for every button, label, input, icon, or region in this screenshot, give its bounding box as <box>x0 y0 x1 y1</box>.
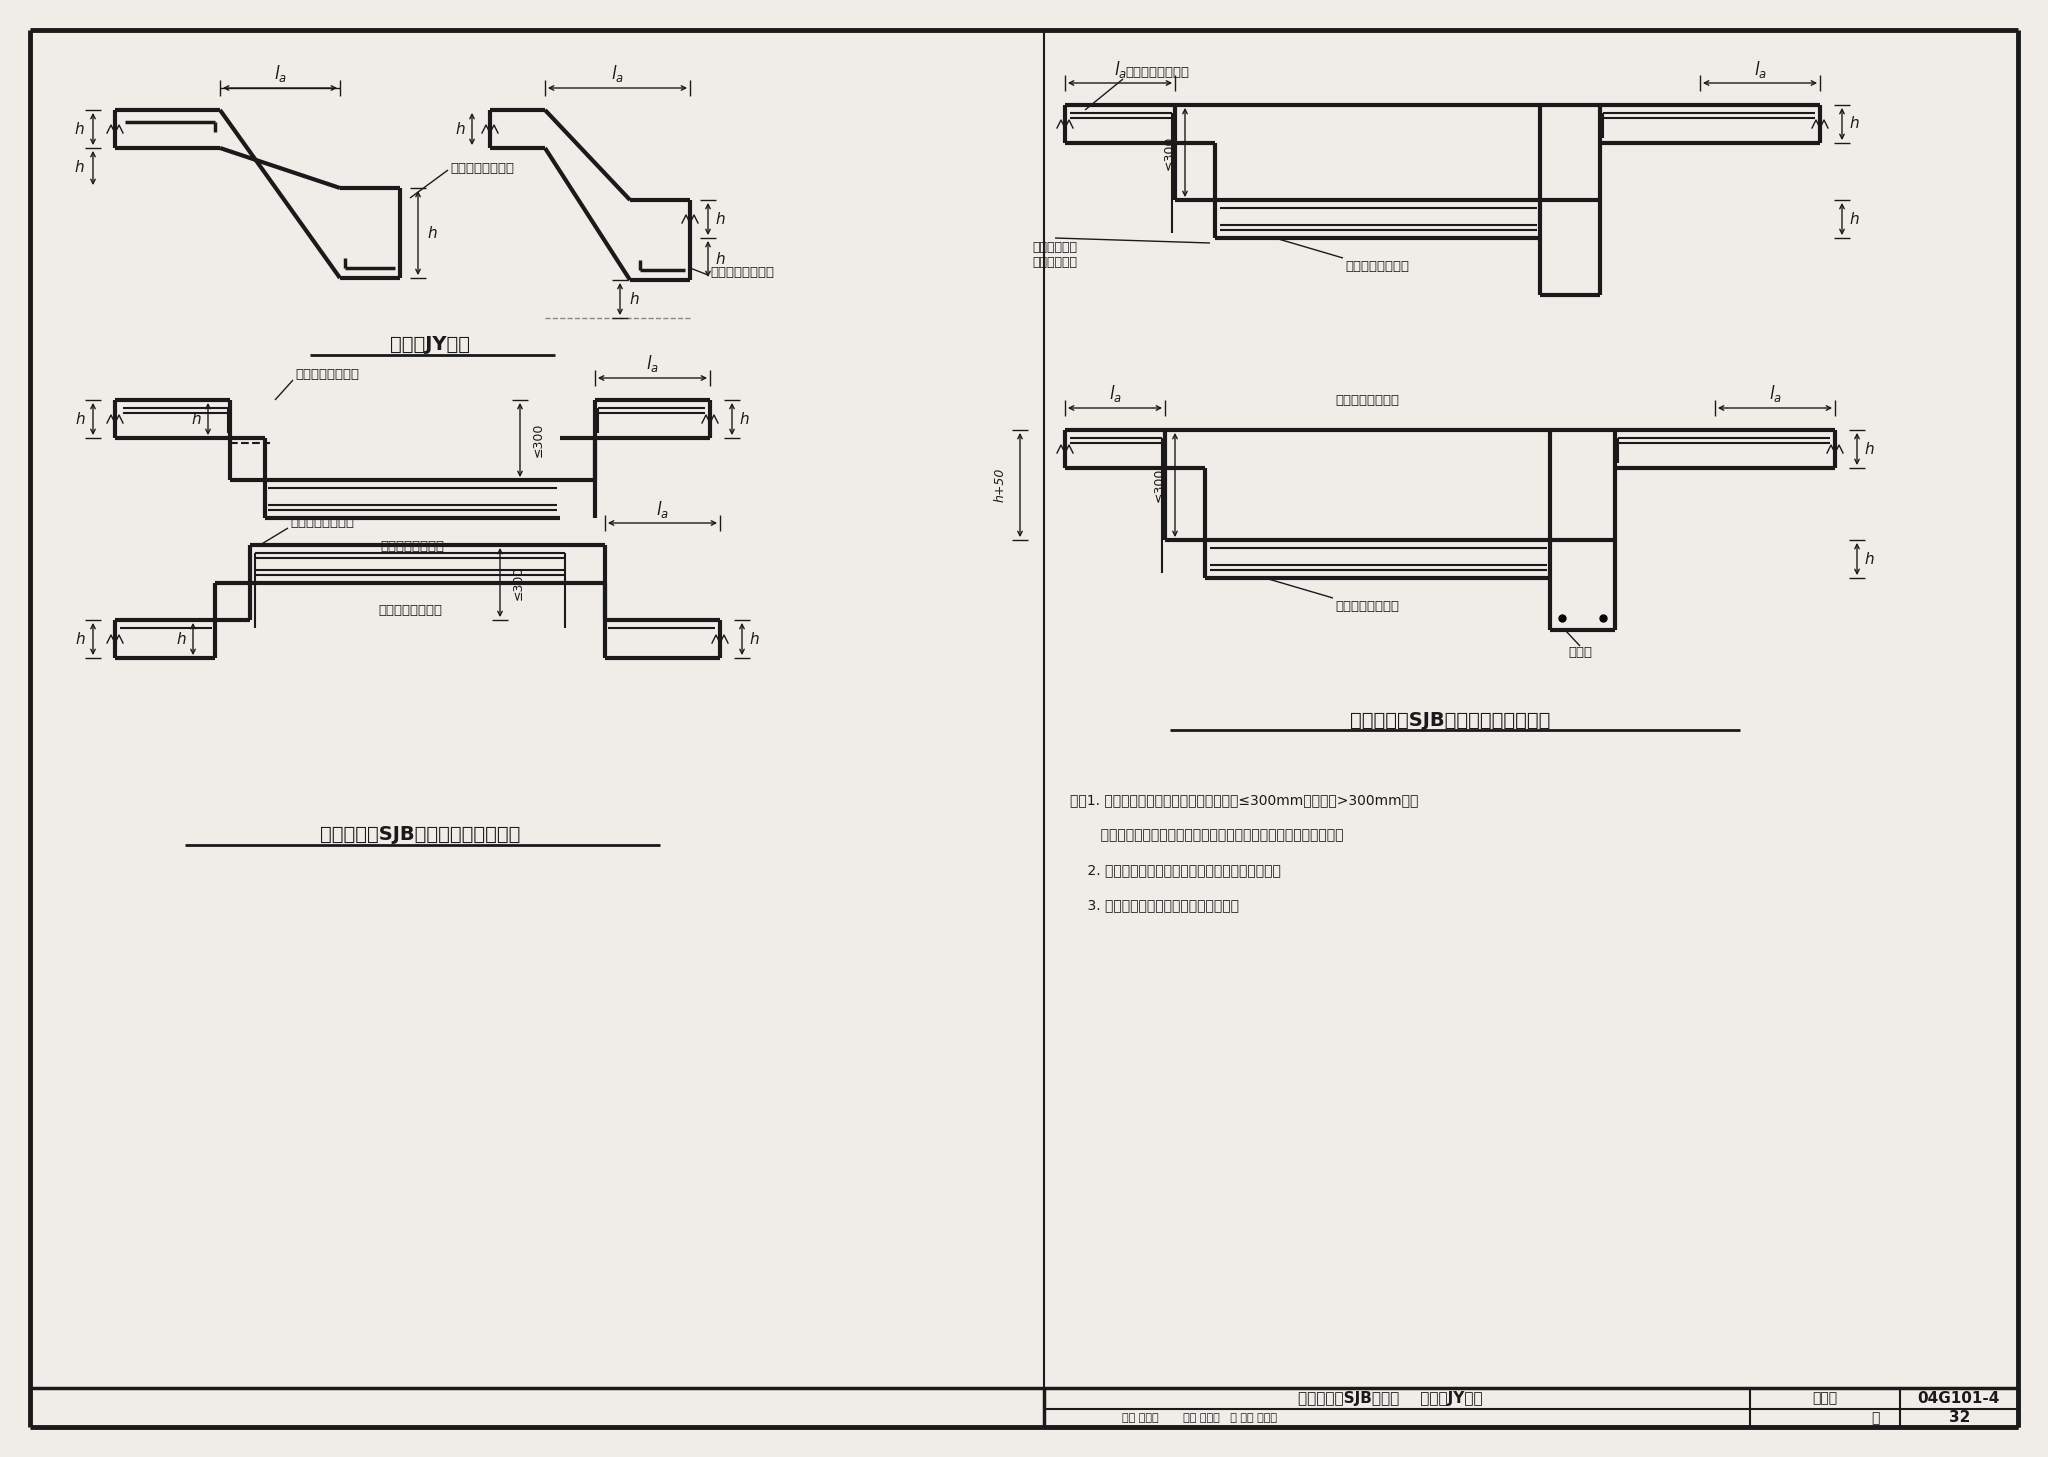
Text: h: h <box>74 121 84 137</box>
Text: ≤300: ≤300 <box>1163 136 1176 169</box>
Text: h: h <box>1864 552 1874 567</box>
Text: 审核 陈幼璃       校对 刘其祥   其 设计 陈青来: 审核 陈幼璃 校对 刘其祥 其 设计 陈青来 <box>1122 1413 1278 1423</box>
Text: h: h <box>750 631 760 647</box>
Text: h: h <box>76 411 84 427</box>
Text: 局部升降板SJB构造一（板中升降）: 局部升降板SJB构造一（板中升降） <box>319 826 520 845</box>
Text: 同板上部同向配筋: 同板上部同向配筋 <box>1124 67 1190 80</box>
Text: $l_a$: $l_a$ <box>1108 383 1122 405</box>
Text: 同板下部同向配筋: 同板下部同向配筋 <box>381 539 444 552</box>
Text: 同板下部同向配筋: 同板下部同向配筋 <box>379 605 442 618</box>
Text: h: h <box>176 631 186 647</box>
Text: $l_a$: $l_a$ <box>1753 58 1767 80</box>
Text: $l_a$: $l_a$ <box>610 64 625 85</box>
Text: h: h <box>1849 211 1860 226</box>
Text: h: h <box>455 121 465 137</box>
Text: h: h <box>74 160 84 175</box>
Text: $l_a$: $l_a$ <box>274 64 287 85</box>
Text: h: h <box>190 411 201 427</box>
Text: $l_a$: $l_a$ <box>645 354 659 374</box>
Text: 当直锚空间不
足时应做弯锚: 当直锚空间不 足时应做弯锚 <box>1032 240 1077 270</box>
Text: h: h <box>1849 117 1860 131</box>
Text: h: h <box>1864 441 1874 456</box>
Text: $l_a$: $l_a$ <box>1769 383 1782 405</box>
Text: h+50: h+50 <box>993 468 1006 503</box>
Text: $l_a$: $l_a$ <box>1114 58 1126 80</box>
Text: h: h <box>715 252 725 267</box>
Text: h: h <box>428 226 436 240</box>
Text: ≤300: ≤300 <box>1153 468 1165 503</box>
Text: h: h <box>76 631 84 647</box>
Text: 同板下部同向配筋: 同板下部同向配筋 <box>451 162 514 175</box>
Text: h: h <box>715 211 725 226</box>
Text: 局部升降板SJB构造一（侧边为梁）: 局部升降板SJB构造一（侧边为梁） <box>1350 711 1550 730</box>
Text: 图集号: 图集号 <box>1812 1391 1837 1406</box>
Text: 04G101-4: 04G101-4 <box>1917 1391 1999 1406</box>
Text: 2. 局部升降板的下部与上部配筋宜为双向贯通筋。: 2. 局部升降板的下部与上部配筋宜为双向贯通筋。 <box>1069 863 1280 877</box>
Text: 页: 页 <box>1870 1410 1880 1425</box>
Text: 梁角筋: 梁角筋 <box>1569 645 1591 659</box>
Text: h: h <box>739 411 750 427</box>
Text: ≤300: ≤300 <box>512 565 524 600</box>
Text: h: h <box>629 293 639 307</box>
Text: 局部升降板SJB构造一    板加腋JY构造: 局部升降板SJB构造一 板加腋JY构造 <box>1298 1391 1483 1406</box>
Text: 3. 本图构造同样适用于狭长沟状降板。: 3. 本图构造同样适用于狭长沟状降板。 <box>1069 898 1239 912</box>
Text: 注：1. 局部升降板升高与降低的高度限定为≤300mm，当高度>300mm时，: 注：1. 局部升降板升高与降低的高度限定为≤300mm，当高度>300mm时， <box>1069 793 1419 807</box>
Text: 同板上部同向配筋: 同板上部同向配筋 <box>295 369 358 382</box>
Text: 板加腋JY构造: 板加腋JY构造 <box>389 335 469 354</box>
Text: 同板下部同向配筋: 同板下部同向配筋 <box>1335 599 1399 612</box>
Text: ≤300: ≤300 <box>532 423 545 457</box>
Text: 32: 32 <box>1950 1410 1970 1425</box>
Text: 同板上部同向配筋: 同板上部同向配筋 <box>291 516 354 529</box>
Text: 同板下部同向配筋: 同板下部同向配筋 <box>1346 259 1409 272</box>
Text: 设计应补充截面配筋图（或采用标准构造详图变更表）进行变更。: 设计应补充截面配筋图（或采用标准构造详图变更表）进行变更。 <box>1069 828 1343 842</box>
Text: 同板上部同向配筋: 同板上部同向配筋 <box>1335 393 1399 407</box>
Text: 同板下部同向配筋: 同板下部同向配筋 <box>711 265 774 278</box>
Text: $l_a$: $l_a$ <box>655 498 670 520</box>
